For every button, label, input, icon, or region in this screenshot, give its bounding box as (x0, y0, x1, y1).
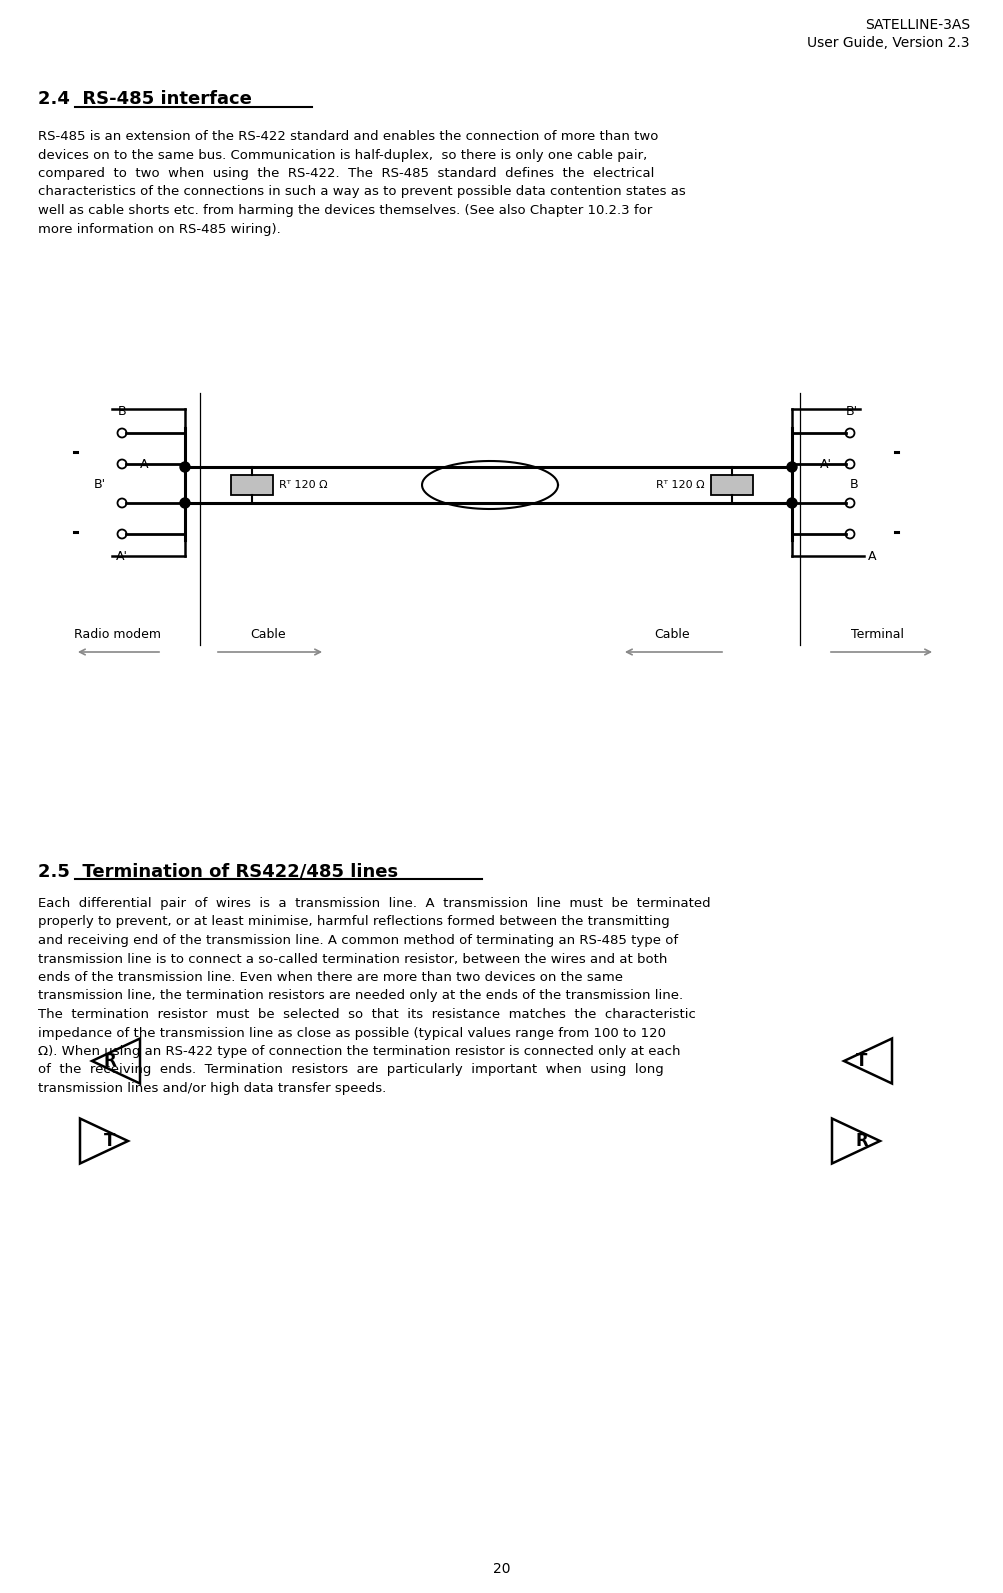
Text: A: A (868, 550, 876, 562)
Text: RS-485 is an extension of the RS-422 standard and enables the connection of more: RS-485 is an extension of the RS-422 sta… (38, 131, 685, 236)
Circle shape (180, 499, 190, 508)
Circle shape (180, 462, 190, 472)
Text: 2.5  Termination of RS422/485 lines: 2.5 Termination of RS422/485 lines (38, 862, 398, 879)
Text: 2.4  RS-485 interface: 2.4 RS-485 interface (38, 89, 252, 108)
Text: Cable: Cable (654, 628, 689, 640)
Text: Terminal: Terminal (851, 628, 904, 640)
Text: A: A (139, 459, 148, 472)
Circle shape (786, 462, 796, 472)
Text: Rᵀ 120 Ω: Rᵀ 120 Ω (279, 479, 327, 491)
Text: B: B (849, 478, 858, 491)
Text: Radio modem: Radio modem (74, 628, 161, 640)
Text: Cable: Cable (250, 628, 286, 640)
Bar (231, 475, 273, 495)
Text: B': B' (846, 405, 858, 417)
Text: A': A' (819, 459, 831, 472)
Circle shape (786, 499, 796, 508)
Bar (710, 475, 752, 495)
Text: Rᵀ 120 Ω: Rᵀ 120 Ω (656, 479, 704, 491)
Text: B: B (118, 405, 126, 417)
Text: R: R (855, 1133, 868, 1150)
Text: User Guide, Version 2.3: User Guide, Version 2.3 (806, 37, 969, 49)
Text: R: R (103, 1051, 116, 1070)
Text: T: T (104, 1133, 115, 1150)
Text: Each  differential  pair  of  wires  is  a  transmission  line.  A  transmission: Each differential pair of wires is a tra… (38, 897, 710, 1094)
Text: B': B' (94, 478, 106, 491)
Text: A': A' (116, 550, 127, 562)
Text: 20: 20 (492, 1563, 511, 1575)
Text: T: T (856, 1051, 867, 1070)
Text: SATELLINE-3AS: SATELLINE-3AS (864, 18, 969, 32)
